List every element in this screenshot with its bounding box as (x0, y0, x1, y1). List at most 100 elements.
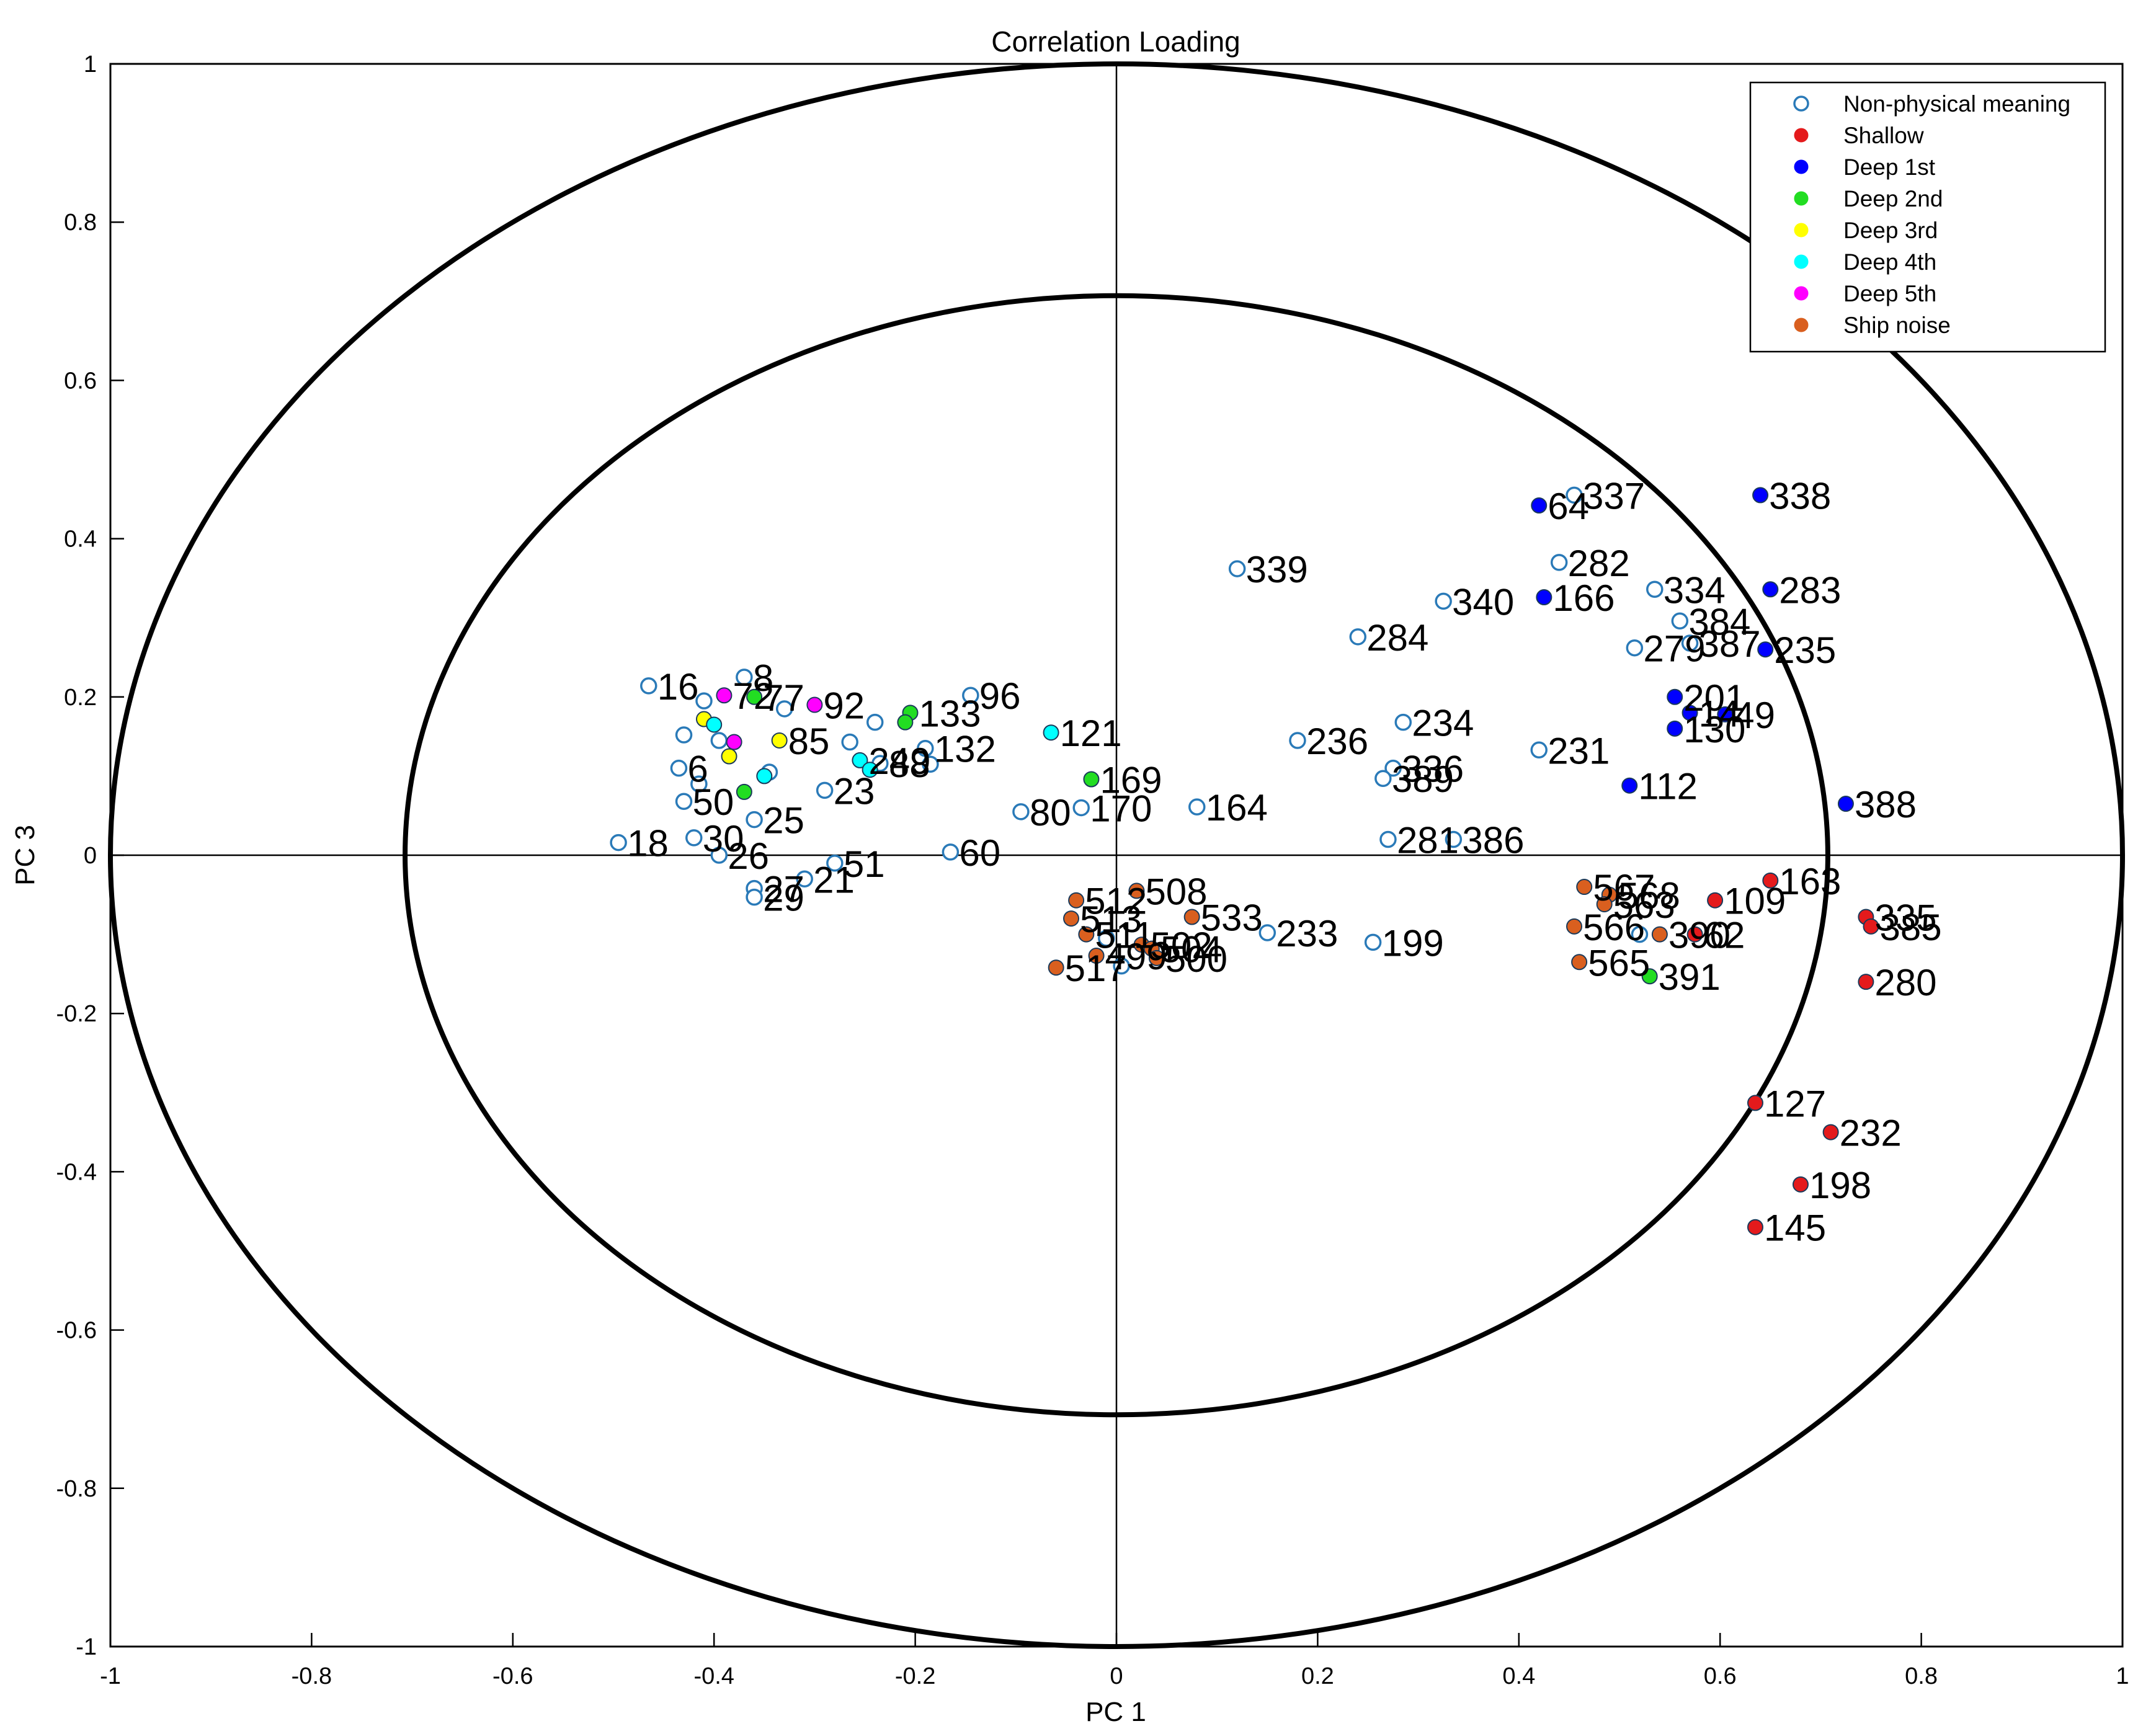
point-non-physical-meaning (1072, 799, 1090, 817)
legend-marker-deep-5th (1794, 286, 1809, 301)
point-non-physical-meaning (1364, 933, 1382, 951)
point-non-physical-meaning (1671, 612, 1689, 630)
outer-circle (108, 61, 2125, 1649)
point-non-physical-meaning (640, 677, 657, 695)
point-ship-noise (1148, 949, 1165, 966)
point-label: 517 (1065, 948, 1127, 989)
point-non-physical-meaning (710, 732, 728, 749)
legend-marker-deep-1st (1794, 159, 1809, 174)
point-label: 280 (1874, 962, 1936, 1003)
point-non-physical-meaning (1445, 830, 1463, 848)
point-non-physical-meaning (670, 759, 688, 777)
point-label: 236 (1306, 721, 1368, 762)
point-label: 127 (1764, 1083, 1826, 1124)
point-non-physical-meaning (922, 755, 939, 773)
point-deep-1st (1757, 641, 1774, 658)
axes-layer: -1 -0.8 -0.6 -0.4 -0.2 0 0.2 0.4 0.6 0.8 1 1 0.8 0.6 0… (56, 51, 2129, 1689)
point-non-physical-meaning (710, 847, 728, 864)
point-label: 199 (1382, 922, 1444, 964)
point-label: 72 (733, 675, 774, 717)
point-non-physical-meaning (841, 733, 858, 751)
point-ship-noise (1128, 883, 1145, 899)
legend-label-deep-1st: Deep 1st (1843, 154, 1936, 180)
circle-layer (108, 61, 2125, 1649)
legend-label-ship-noise: Ship noise (1843, 313, 1951, 338)
point-ship-noise (1566, 918, 1583, 935)
point-label: 60 (959, 832, 1000, 874)
point-non-physical-meaning (1258, 924, 1276, 941)
point-label: 233 (1276, 913, 1338, 954)
point-ship-noise (1088, 948, 1105, 964)
point-label: 565 (1588, 942, 1650, 984)
point-label: 500 (1165, 938, 1227, 980)
point-label: 390 (1668, 915, 1731, 956)
point-ship-noise (1576, 879, 1593, 896)
point-label: 282 (1568, 543, 1630, 584)
point-label: 29 (763, 878, 804, 919)
point-label: 85 (788, 721, 830, 762)
point-ship-noise (1068, 892, 1085, 909)
point-label: 389 (1392, 758, 1454, 800)
point-label: 14 (1699, 693, 1740, 734)
point-label: 201 (1683, 677, 1745, 719)
x-tick-label: 0 (1110, 1663, 1123, 1689)
point-deep-4th (706, 716, 723, 733)
y-tick-label: 0.2 (64, 685, 97, 711)
point-label: 88 (889, 744, 930, 785)
point-label: 62 (1704, 915, 1745, 956)
point-ship-noise (1183, 909, 1200, 925)
point-non-physical-meaning (816, 781, 834, 799)
point-label: 49 (1734, 695, 1775, 736)
point-label: 512 (1085, 881, 1147, 922)
point-deep-1st (1752, 487, 1769, 504)
point-non-physical-meaning (917, 739, 934, 757)
point-label: 335 (1874, 897, 1936, 939)
point-non-physical-meaning (1228, 560, 1246, 577)
point-deep-4th (862, 762, 878, 778)
point-deep-1st (1717, 706, 1734, 722)
point-non-physical-meaning (695, 692, 713, 709)
point-label: 511 (1095, 915, 1154, 956)
point-label: 340 (1452, 581, 1514, 623)
y-tick-label: 0.4 (64, 527, 97, 553)
point-label: 112 (1638, 766, 1698, 807)
point-label: 6 (687, 749, 708, 790)
point-label: 334 (1664, 569, 1726, 611)
point-non-physical-meaning (775, 700, 793, 718)
point-deep-5th (716, 687, 733, 704)
point-ship-noise (1651, 926, 1668, 943)
point-non-physical-meaning (690, 775, 708, 793)
point-label: 27 (763, 869, 804, 910)
point-deep-4th (756, 768, 773, 785)
point-label: 145 (1764, 1207, 1826, 1249)
point-label: 164 (1206, 787, 1268, 829)
point-label: 384 (1688, 601, 1750, 642)
x-tick-label: 0.8 (1905, 1663, 1938, 1689)
point-non-physical-meaning (685, 829, 703, 847)
point-label: 21 (813, 859, 855, 900)
point-non-physical-meaning (1374, 770, 1392, 787)
point-deep-1st (1621, 777, 1638, 794)
chart-title: Correlation Loading (991, 25, 1241, 58)
point-non-physical-meaning (1530, 741, 1548, 759)
point-label: 337 (1583, 475, 1645, 517)
point-non-physical-meaning (1098, 930, 1115, 947)
point-label: 121 (1060, 713, 1122, 754)
point-deep-5th (806, 696, 823, 713)
point-label: 96 (979, 675, 1021, 717)
y-tick-label: 1 (84, 51, 97, 78)
point-deep-2nd (1083, 771, 1100, 788)
point-non-physical-meaning (610, 834, 627, 851)
point-label: 25 (763, 800, 804, 842)
point-deep-3rd (771, 732, 788, 749)
point-ship-noise (1078, 926, 1095, 943)
point-non-physical-meaning (1550, 554, 1568, 571)
y-tick-label: -0.6 (56, 1318, 97, 1344)
x-tick-label: -0.2 (895, 1663, 935, 1689)
point-label: 279 (1643, 628, 1705, 670)
point-label: 533 (1201, 897, 1263, 939)
point-non-physical-meaning (826, 855, 844, 872)
point-ship-noise (1596, 896, 1613, 913)
point-label: 504 (1160, 929, 1223, 971)
legend-marker-ship-noise (1794, 318, 1809, 332)
